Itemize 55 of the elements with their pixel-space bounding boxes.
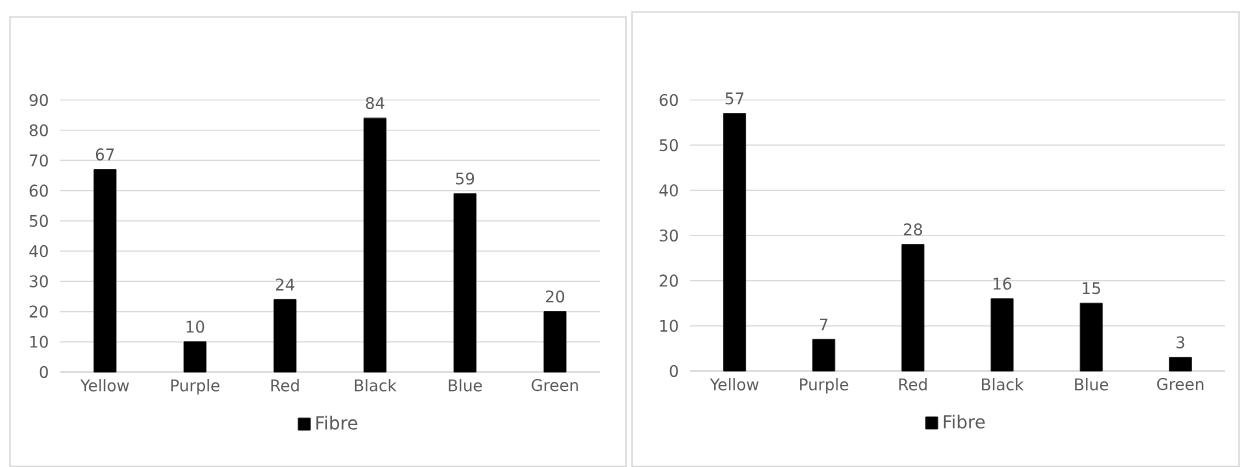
x-tick-label: Yellow <box>709 378 759 391</box>
data-label: 10 <box>186 320 205 333</box>
data-label: 24 <box>275 278 295 291</box>
data-label: 59 <box>456 172 475 185</box>
y-tick-label: 20 <box>659 274 678 287</box>
y-tick-label: 30 <box>29 275 48 288</box>
y-tick-label: 30 <box>659 229 678 242</box>
x-tick-label: Green <box>1157 378 1204 391</box>
y-tick-label: 50 <box>659 139 678 152</box>
data-label: 15 <box>1082 282 1101 295</box>
y-tick-label: 20 <box>29 305 48 318</box>
x-tick-label: Blue <box>1075 378 1109 391</box>
bar <box>453 193 477 373</box>
bar <box>543 311 567 373</box>
x-tick-label: Black <box>354 379 397 392</box>
x-tick-label: Green <box>531 379 578 392</box>
data-label: 28 <box>903 223 923 236</box>
bar <box>93 169 117 373</box>
x-tick-label: Purple <box>171 379 220 395</box>
x-tick-label: Yellow <box>80 379 129 392</box>
bar <box>1079 302 1103 372</box>
data-label: 67 <box>95 148 114 161</box>
y-tick-label: 60 <box>659 93 678 107</box>
y-tick-label: 50 <box>29 214 48 227</box>
x-tick-label: Blue <box>448 379 482 392</box>
bar <box>273 299 297 373</box>
y-tick-label: 80 <box>29 124 48 137</box>
y-tick-label: 40 <box>29 245 48 258</box>
bar <box>901 244 925 372</box>
data-label: 57 <box>725 92 744 105</box>
data-label: 7 <box>819 318 828 331</box>
legend-label: Fibre <box>316 415 358 430</box>
x-tick-label: Red <box>899 378 927 391</box>
y-tick-label: 10 <box>30 335 48 348</box>
y-tick-label: 60 <box>29 184 48 197</box>
y-tick-label: 10 <box>660 319 678 332</box>
y-tick-label: 70 <box>29 154 48 167</box>
bar <box>1169 357 1192 372</box>
y-tick-label: 90 <box>29 93 48 107</box>
data-label: 3 <box>1176 336 1185 349</box>
x-tick-label: Black <box>982 378 1024 391</box>
bar <box>812 338 836 372</box>
y-tick-label: 40 <box>659 184 678 197</box>
y-tick-label: 0 <box>39 365 48 379</box>
data-label: 16 <box>993 277 1012 290</box>
bar <box>723 113 746 372</box>
data-label: 20 <box>545 290 565 303</box>
y-tick-label: 0 <box>669 364 678 378</box>
x-tick-label: Purple <box>800 378 849 394</box>
legend-label: Fibre <box>943 414 985 429</box>
data-label: 84 <box>365 96 385 110</box>
bar <box>183 341 207 373</box>
bar <box>990 298 1014 372</box>
x-tick-label: Red <box>271 379 299 392</box>
bar <box>363 117 387 373</box>
